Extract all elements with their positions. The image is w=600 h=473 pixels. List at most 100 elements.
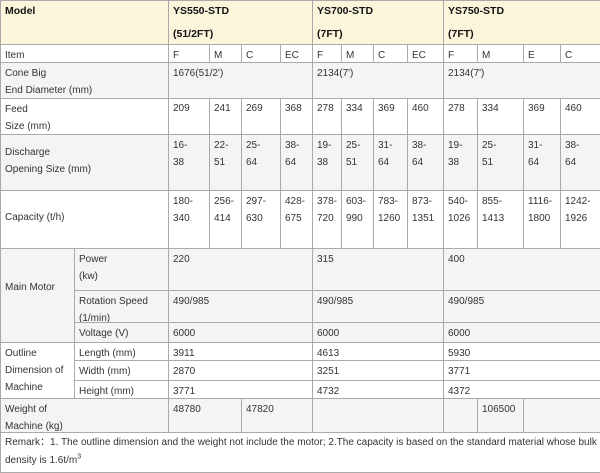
dimension-cell: 5930 — [443, 342, 600, 361]
cone-cell: 1676(51/2') — [168, 62, 313, 99]
motor-param-cell: 490/985 — [312, 290, 444, 323]
feed-cell: 460 — [560, 98, 600, 135]
item-cell: C — [560, 44, 600, 63]
model-header: Model — [0, 0, 169, 45]
item-cell: F — [168, 44, 210, 63]
weight-label: Weight of Machine (kg) — [0, 398, 169, 433]
motor-param-cell: 400 — [443, 248, 600, 291]
capacity-cell: 540- 1026 — [443, 190, 478, 249]
motor-param-cell: 490/985 — [443, 290, 600, 323]
item-cell: C — [241, 44, 281, 63]
dimension-cell: 3771 — [443, 360, 600, 381]
capacity-cell: 256- 414 — [209, 190, 242, 249]
remark: Remark：1. The outline dimension and the … — [0, 432, 600, 473]
dimension-cell: 4613 — [312, 342, 444, 361]
weight-empty-cell — [443, 398, 478, 433]
weight-cell: 47820 — [241, 398, 313, 433]
dimension-label: Length (mm) — [74, 342, 169, 361]
item-cell: EC — [407, 44, 444, 63]
discharge-cell: 25- 64 — [241, 134, 281, 191]
item-label: Item — [0, 44, 169, 63]
feed-cell: 278 — [312, 98, 342, 135]
weight-cell: 106500 — [477, 398, 524, 433]
item-cell: F — [312, 44, 342, 63]
model-size: (7FT) — [448, 28, 474, 40]
dimension-cell: 4732 — [312, 380, 444, 399]
discharge-cell: 19- 38 — [443, 134, 478, 191]
capacity-cell: 1242- 1926 — [560, 190, 600, 249]
model-size: (7FT) — [317, 28, 343, 40]
capacity-cell: 603- 990 — [341, 190, 374, 249]
discharge-label: Discharge Opening Size (mm) — [0, 134, 169, 191]
cone-cell: 2134(7') — [312, 62, 444, 99]
discharge-cell: 31- 64 — [523, 134, 561, 191]
motor-param-label: Power (kw) — [74, 248, 169, 291]
capacity-cell: 783- 1260 — [373, 190, 408, 249]
model-name: YS700-STD — [317, 5, 374, 17]
feed-cell: 334 — [341, 98, 374, 135]
remark-superscript: 3 — [77, 453, 82, 461]
capacity-label: Capacity (t/h) — [0, 190, 169, 249]
model-name: YS550-STD — [173, 5, 230, 17]
feed-cell: 369 — [523, 98, 561, 135]
model-size: (51/2FT) — [173, 28, 214, 40]
cone-cell: 2134(7') — [443, 62, 600, 99]
item-cell: F — [443, 44, 478, 63]
feed-label: Feed Size (mm) — [0, 98, 169, 135]
item-cell: EC — [280, 44, 313, 63]
discharge-cell: 16- 38 — [168, 134, 210, 191]
capacity-cell: 378- 720 — [312, 190, 342, 249]
dimension-cell: 3911 — [168, 342, 313, 361]
discharge-cell: 31- 64 — [373, 134, 408, 191]
item-cell: C — [373, 44, 408, 63]
feed-cell: 209 — [168, 98, 210, 135]
capacity-cell: 855- 1413 — [477, 190, 524, 249]
feed-cell: 278 — [443, 98, 478, 135]
model-header-0: YS550-STD (51/2FT) — [168, 0, 313, 45]
motor-param-cell: 315 — [312, 248, 444, 291]
capacity-cell: 1116- 1800 — [523, 190, 561, 249]
item-cell: M — [209, 44, 242, 63]
item-cell: M — [341, 44, 374, 63]
feed-cell: 269 — [241, 98, 281, 135]
item-cell: E — [523, 44, 561, 63]
motor-param-label: Rotation Speed (1/min) — [74, 290, 169, 323]
weight-cell: 48780 — [168, 398, 242, 433]
motor-param-cell: 6000 — [168, 322, 313, 343]
capacity-cell: 428- 675 — [280, 190, 313, 249]
dimension-cell: 3771 — [168, 380, 313, 399]
motor-param-cell: 220 — [168, 248, 313, 291]
model-header-1: YS700-STD (7FT) — [312, 0, 444, 45]
discharge-cell: 25- 51 — [341, 134, 374, 191]
weight-empty-cell — [523, 398, 600, 433]
discharge-cell: 22- 51 — [209, 134, 242, 191]
motor-param-cell: 6000 — [312, 322, 444, 343]
dimension-label: Height (mm) — [74, 380, 169, 399]
item-cell: M — [477, 44, 524, 63]
motor-param-cell: 6000 — [443, 322, 600, 343]
model-header-2: YS750-STD (7FT) — [443, 0, 600, 45]
dimension-label: Width (mm) — [74, 360, 169, 381]
discharge-cell: 38- 64 — [280, 134, 313, 191]
capacity-cell: 180- 340 — [168, 190, 210, 249]
dimension-cell: 4372 — [443, 380, 600, 399]
discharge-cell: 19- 38 — [312, 134, 342, 191]
feed-cell: 368 — [280, 98, 313, 135]
feed-cell: 334 — [477, 98, 524, 135]
motor-param-label: Voltage (V) — [74, 322, 169, 343]
dimension-cell: 3251 — [312, 360, 444, 381]
remark-text: Remark：1. The outline dimension and the … — [5, 437, 597, 466]
discharge-cell: 25- 51 — [477, 134, 524, 191]
cone-label: Cone Big End Diameter (mm) — [0, 62, 169, 99]
dimension-cell: 2870 — [168, 360, 313, 381]
capacity-cell: 873- 1351 — [407, 190, 444, 249]
outline-label: Outline Dimension of Machine — [0, 342, 75, 399]
weight-empty-cell — [312, 398, 444, 433]
discharge-cell: 38- 64 — [560, 134, 600, 191]
discharge-cell: 38- 64 — [407, 134, 444, 191]
motor-param-cell: 490/985 — [168, 290, 313, 323]
main-motor-label: Main Motor — [0, 248, 75, 343]
model-name: YS750-STD — [448, 5, 505, 17]
capacity-cell: 297- 630 — [241, 190, 281, 249]
